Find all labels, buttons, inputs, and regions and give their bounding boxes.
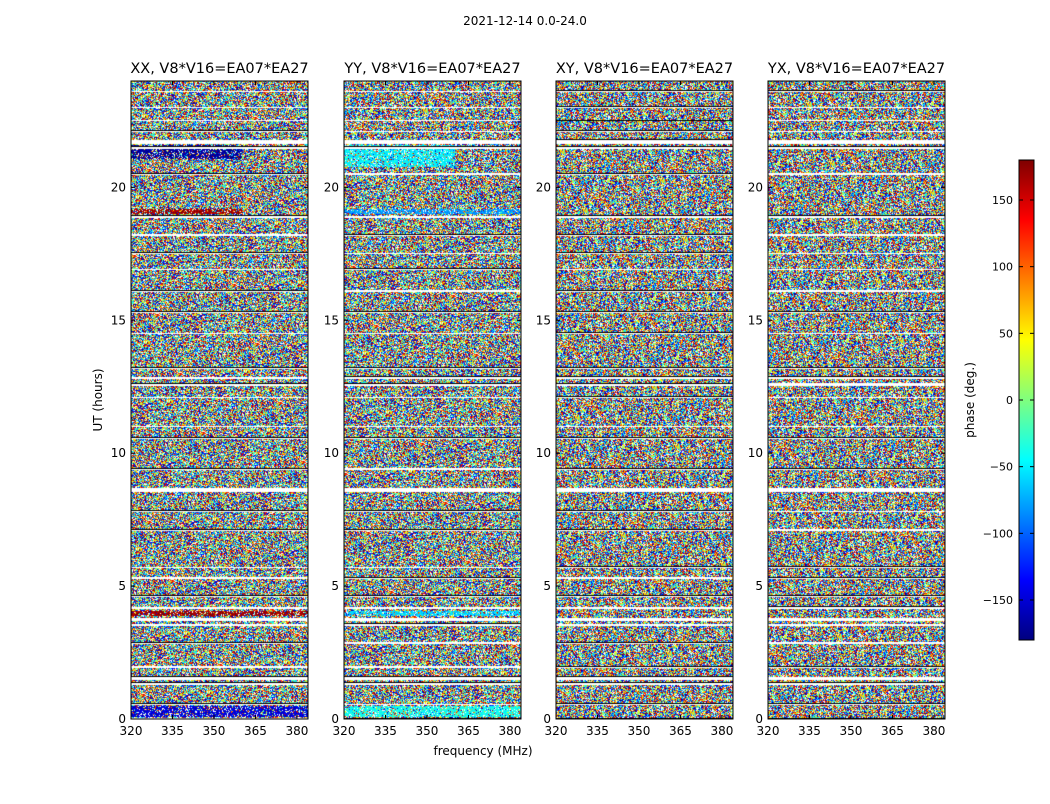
x-tick-label: 380: [498, 724, 521, 738]
y-tick-label: 15: [536, 313, 551, 327]
y-tick-label: 10: [111, 446, 126, 460]
x-tick-label: 320: [757, 724, 780, 738]
y-tick-label: 15: [324, 313, 339, 327]
x-tick-label: 350: [203, 724, 226, 738]
y-tick-label: 0: [118, 712, 126, 726]
x-tick-label: 380: [710, 724, 733, 738]
axes-frame: [555, 80, 734, 720]
y-tick-label: 5: [755, 579, 763, 593]
y-tick-label: 20: [111, 180, 126, 194]
y-axis-label: UT (hours): [91, 368, 105, 431]
phase-heatmap: [344, 81, 521, 719]
x-tick-label: 320: [333, 724, 356, 738]
phase-heatmap: [556, 81, 733, 719]
y-tick-label: 5: [331, 579, 339, 593]
phase-heatmap: [131, 81, 308, 719]
x-tick-label: 320: [545, 724, 568, 738]
x-tick-label: 365: [244, 724, 267, 738]
colorbar-tick-label: −50: [990, 461, 1013, 474]
y-tick-label: 10: [324, 446, 339, 460]
y-tick-label: 5: [543, 579, 551, 593]
x-tick-label: 365: [457, 724, 480, 738]
panel-title: XY, V8*V16=EA07*EA27: [556, 61, 733, 77]
y-tick-label: 10: [748, 446, 763, 460]
x-tick-label: 335: [586, 724, 609, 738]
panel-yy: YY, V8*V16=EA07*EA27 320 335 350 365 380 0 5 10 1…: [324, 61, 522, 738]
colorbar-tick-label: −150: [983, 594, 1013, 607]
panel-yx: YX, V8*V16=EA07*EA27 320 335 350 365 380 0 5 10 1…: [748, 61, 946, 738]
y-tick-label: 0: [755, 712, 763, 726]
x-tick-label: 320: [120, 724, 143, 738]
figure-title: 2021-12-14 0.0-24.0: [463, 14, 587, 28]
colorbar-tick-label: 50: [999, 327, 1013, 340]
x-tick-label: 380: [922, 724, 945, 738]
panel-xx: XX, V8*V16=EA07*EA27 320 335 350 365 380 0 5 10 1…: [111, 61, 309, 738]
y-tick-label: 15: [111, 313, 126, 327]
y-tick-label: 0: [331, 712, 339, 726]
panel-title: YX, V8*V16=EA07*EA27: [767, 61, 945, 77]
x-tick-label: 365: [881, 724, 904, 738]
y-tick-label: 20: [748, 180, 763, 194]
x-tick-label: 380: [285, 724, 308, 738]
x-axis-label: frequency (MHz): [433, 744, 532, 758]
colorbar-tick-label: 150: [992, 194, 1013, 207]
x-tick-label: 365: [669, 724, 692, 738]
colorbar-tick-label: −100: [983, 527, 1013, 540]
axes-frame: [130, 80, 309, 720]
panel-title: YY, V8*V16=EA07*EA27: [343, 61, 520, 77]
x-tick-label: 335: [161, 724, 184, 738]
phase-heatmap: [768, 81, 945, 719]
y-tick-label: 15: [748, 313, 763, 327]
y-tick-label: 10: [536, 446, 551, 460]
x-tick-label: 335: [374, 724, 397, 738]
colorbar-tick-label: 100: [992, 261, 1013, 274]
panel-title: XX, V8*V16=EA07*EA27: [130, 61, 308, 77]
y-tick-label: 20: [536, 180, 551, 194]
axes-frame: [767, 80, 946, 720]
y-tick-label: 5: [118, 579, 126, 593]
x-tick-label: 335: [798, 724, 821, 738]
colorbar-label: phase (deg.): [963, 362, 977, 438]
colorbar-tick-label: 0: [1006, 394, 1013, 407]
axes-frame: [343, 80, 522, 720]
y-tick-label: 20: [324, 180, 339, 194]
x-tick-label: 350: [628, 724, 651, 738]
panel-xy: XY, V8*V16=EA07*EA27 320 335 350 365 380 0 5 10 1…: [536, 61, 734, 738]
x-tick-label: 350: [840, 724, 863, 738]
y-tick-label: 0: [543, 712, 551, 726]
x-tick-label: 350: [416, 724, 439, 738]
